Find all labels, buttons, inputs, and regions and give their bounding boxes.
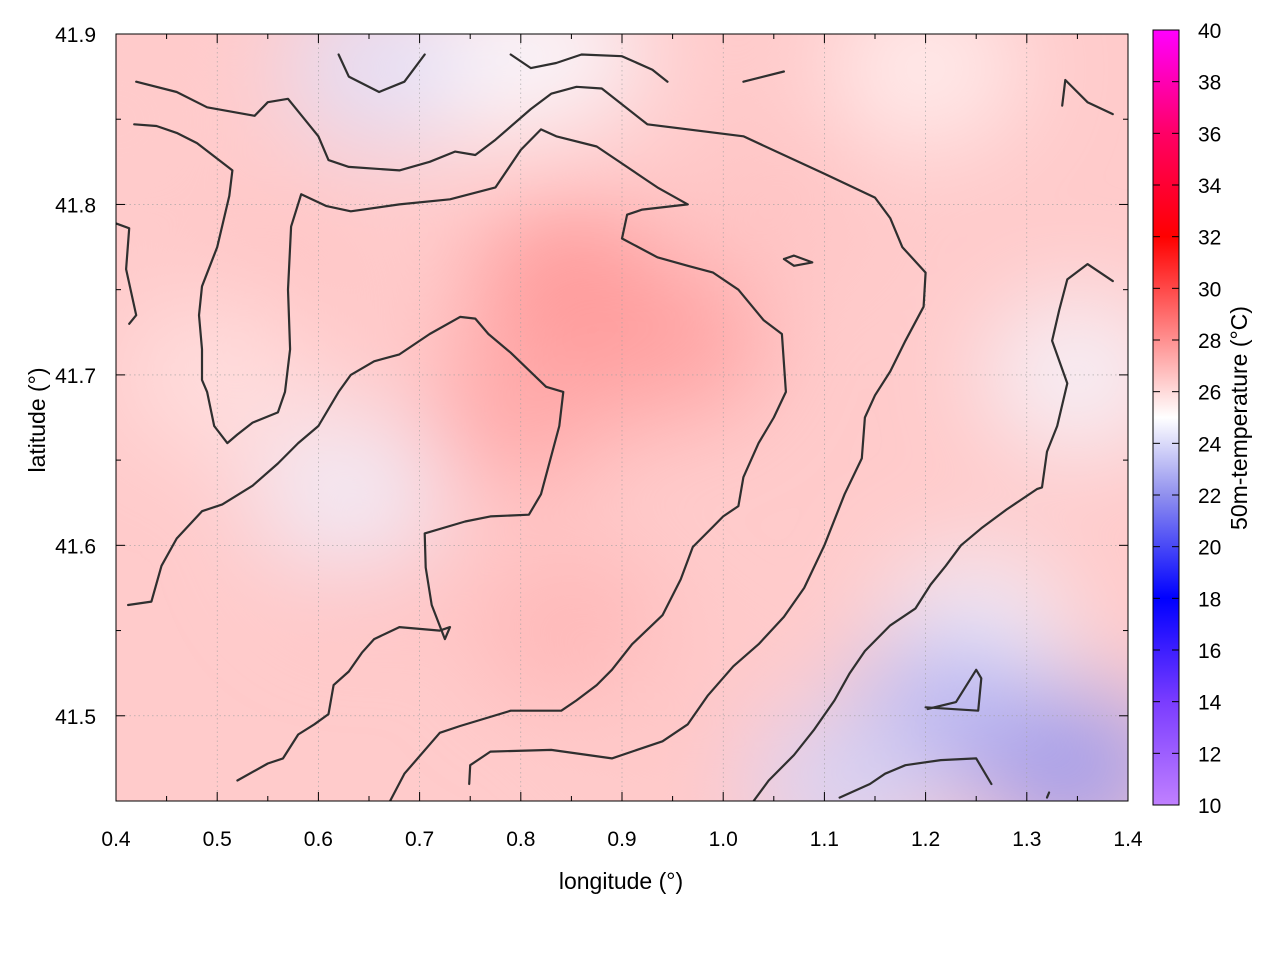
x-tick-label: 1.0 [709, 828, 738, 851]
x-tick-label: 0.9 [607, 828, 636, 851]
heatmap-cell [456, 34, 647, 132]
contour-line [782, 254, 814, 267]
contour-line [838, 757, 993, 799]
colorbar-tick-label: 12 [1198, 743, 1221, 766]
contour-line [1045, 791, 1051, 799]
colorbar-tick-label: 16 [1198, 640, 1221, 663]
contour-line [127, 315, 565, 782]
contour-line [742, 70, 786, 83]
colorbar-tick-label: 28 [1198, 330, 1221, 353]
y-tick-label: 41.6 [55, 535, 96, 558]
y-tick-label: 41.5 [55, 706, 96, 729]
colorbar-tick-label: 38 [1198, 72, 1221, 95]
colorbar-tick-label: 34 [1198, 175, 1222, 198]
temperature-heatmap [116, 34, 1128, 801]
contour-line [509, 53, 669, 83]
heatmap-cell [122, 294, 313, 455]
colorbar-tick-label: 20 [1198, 537, 1221, 560]
heatmap-cell [577, 635, 768, 796]
heatmap-cell [577, 260, 768, 421]
contour-line [752, 263, 1114, 801]
x-axis-title: longitude (°) [559, 868, 683, 894]
colorbar-tick-label: 14 [1198, 692, 1222, 715]
x-tick-label: 0.7 [405, 828, 434, 851]
x-tick-label: 0.6 [304, 828, 333, 851]
colorbar-gradient [1152, 29, 1180, 806]
y-tick-label: 41.8 [55, 194, 96, 217]
colorbar-tick-label: 40 [1198, 20, 1221, 43]
x-tick-label: 0.4 [101, 828, 131, 851]
x-tick-label: 1.1 [810, 828, 839, 851]
x-tick-label: 1.4 [1113, 828, 1143, 851]
contour-line [337, 53, 426, 94]
colorbar-tick-label: 30 [1198, 278, 1221, 301]
x-tick-label: 0.5 [203, 828, 232, 851]
colorbar-tick-label: 22 [1198, 485, 1221, 508]
heatmap-cell [116, 39, 211, 200]
colorbar-tick-label: 36 [1198, 123, 1221, 146]
contour-line [1061, 78, 1114, 116]
contour-line [116, 222, 138, 325]
contour-line [924, 668, 983, 712]
colorbar-title: 50m-temperature (°C) [1226, 306, 1252, 530]
colorbar-tick-label: 32 [1198, 227, 1221, 250]
heatmap-cell [982, 294, 1128, 455]
heatmap-cell [749, 703, 940, 801]
temperature-contours [116, 53, 1114, 801]
heatmap-cell [253, 414, 444, 575]
colorbar-tick-label: 18 [1198, 588, 1221, 611]
heatmap-cell [982, 686, 1128, 801]
contour-line [135, 80, 927, 786]
y-tick-label: 41.7 [55, 365, 96, 388]
y-tick-label: 41.9 [55, 24, 96, 47]
colorbar-tick-label: 10 [1198, 795, 1221, 818]
axis-ticks: 0.4 0.5 0.6 0.7 0.8 0.9 1.0 1.1 1.2 1.3 1.4 41.5 41.… [55, 24, 1143, 851]
x-tick-label: 0.8 [506, 828, 535, 851]
heatmap-field [116, 34, 1128, 801]
x-tick-label: 1.2 [911, 828, 940, 851]
contour-line [133, 123, 788, 801]
colorbar: 10 12 14 16 18 20 22 24 26 28 30 32 34 36 38 40 [1152, 20, 1222, 818]
x-tick-label: 1.3 [1012, 828, 1041, 851]
y-axis-title: latitude (°) [24, 367, 50, 472]
colorbar-tick-label: 24 [1198, 433, 1222, 456]
heatmap-cell [830, 34, 1021, 149]
colorbar-tick-label: 26 [1198, 382, 1221, 405]
